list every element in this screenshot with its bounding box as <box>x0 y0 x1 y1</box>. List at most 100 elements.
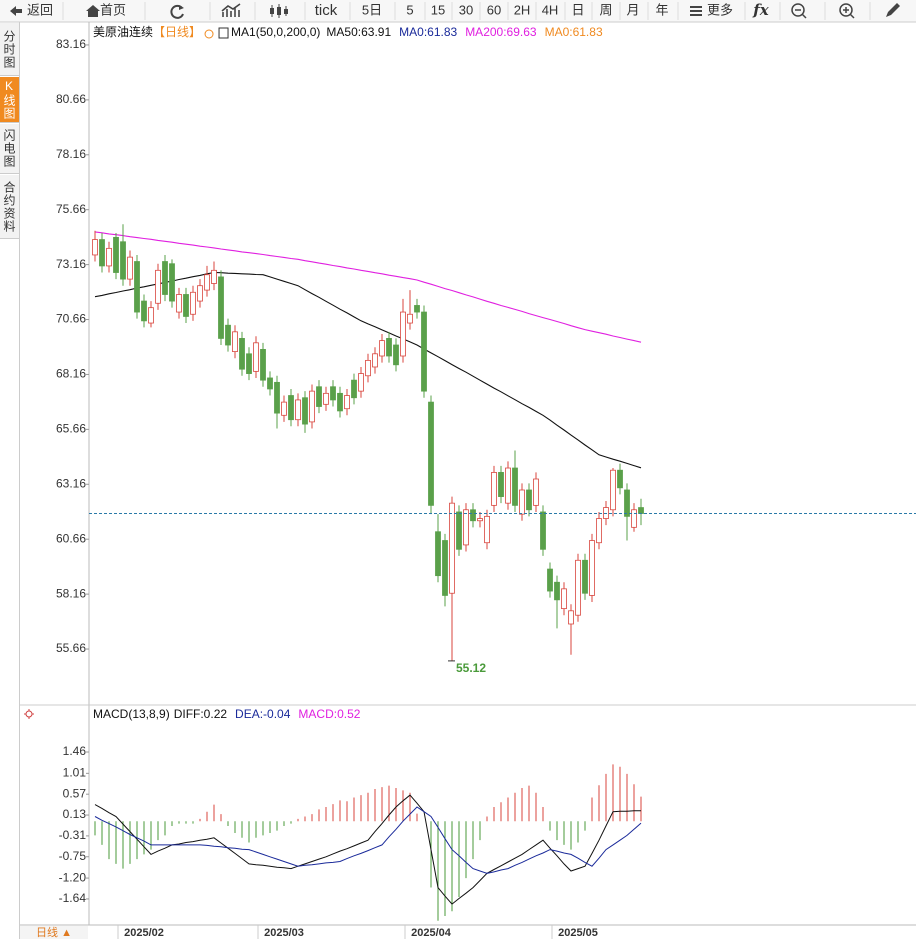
toolbar-button[interactable]: 4H <box>542 2 559 17</box>
legend-entry: MACD:0.52 <box>298 707 360 721</box>
candle-body <box>519 489 525 515</box>
macd-icon[interactable] <box>25 710 33 718</box>
toolbar-button[interactable]: 5 <box>406 2 413 17</box>
candle-body <box>386 338 392 357</box>
y-tick-label: 80.66 <box>56 92 86 106</box>
toolbar-button[interactable]: fx <box>752 1 769 19</box>
y-tick-label: 1.01 <box>63 766 87 780</box>
zoom-out-glyph[interactable] <box>795 9 807 19</box>
candle-body <box>232 331 238 352</box>
candle-body <box>337 392 343 412</box>
candle-body <box>393 344 399 366</box>
candle-body <box>106 247 112 267</box>
candle-body <box>589 540 595 596</box>
x-tick-label: 2025/02 <box>124 927 164 939</box>
candle-body <box>281 401 287 416</box>
toolbar-button[interactable]: 更多 <box>707 2 733 17</box>
menu-icon[interactable] <box>690 6 702 16</box>
refresh-arrow[interactable] <box>179 5 184 10</box>
period-tab[interactable]: 日线 ▲ <box>36 925 72 939</box>
candle-body <box>372 353 378 368</box>
toolbar-button[interactable]: 首页 <box>100 2 126 17</box>
legend-entry: DIFF:0.22 <box>174 707 228 721</box>
toolbar-button[interactable]: 5日 <box>362 2 382 17</box>
candle-body <box>295 399 301 421</box>
toolbar-button[interactable]: 日 <box>571 2 584 17</box>
y-tick-label: -0.75 <box>59 849 87 863</box>
candle-body <box>211 269 217 284</box>
candle-body <box>428 401 434 506</box>
candle-body <box>155 269 161 304</box>
x-tick-label: 2025/04 <box>411 927 452 939</box>
toolbar-button[interactable]: 返回 <box>27 2 53 17</box>
y-tick-label: 63.16 <box>56 476 86 490</box>
home-icon[interactable] <box>86 5 100 17</box>
candle-body <box>113 236 119 273</box>
candle-body <box>302 397 308 425</box>
y-tick-label: 1.46 <box>63 744 87 758</box>
candle-body <box>323 392 329 405</box>
low-label: 55.12 <box>456 661 486 675</box>
x-tick-label: 2025/05 <box>558 927 598 939</box>
candle-body <box>526 489 532 511</box>
y-tick-label: 0.13 <box>63 807 87 821</box>
candle-body <box>631 509 637 528</box>
zoom-in-icon[interactable] <box>839 3 853 17</box>
toolbar <box>0 0 916 22</box>
candle-body <box>309 390 315 423</box>
candle-body <box>407 313 413 324</box>
toolbar-button[interactable]: 2H <box>514 2 531 17</box>
candle-body <box>99 239 105 267</box>
period-tab-bg[interactable] <box>20 926 88 939</box>
toolbar-button[interactable]: 60 <box>487 2 501 17</box>
candle-body <box>197 285 203 302</box>
candle-body <box>421 311 427 392</box>
candle-body <box>512 467 518 506</box>
candle-body <box>344 395 350 410</box>
toolbar-button[interactable]: 月 <box>626 2 639 17</box>
macd-icon-rays <box>24 709 34 719</box>
legend-entry: DEA:-0.04 <box>235 707 291 721</box>
x-tick-label: 2025/03 <box>264 927 304 939</box>
toolbar-button[interactable]: 年 <box>655 2 668 17</box>
candle-body <box>162 261 168 295</box>
y-tick-label: -0.31 <box>59 828 87 842</box>
macd-title: MACD(13,8,9) <box>93 707 170 721</box>
side-tab[interactable]: 闪电图 <box>0 124 19 174</box>
candle-body <box>148 307 154 324</box>
toolbar-button[interactable]: 15 <box>431 2 445 17</box>
side-tab[interactable]: 合约资料 <box>0 175 19 239</box>
candle-body <box>400 311 406 357</box>
back-icon[interactable] <box>10 6 22 16</box>
macd-line <box>94 794 641 905</box>
side-tab[interactable]: 分时图 <box>0 23 19 76</box>
side-tab[interactable]: K线图 <box>0 77 19 123</box>
pen-icon[interactable] <box>886 3 900 17</box>
candle-body <box>505 467 511 504</box>
y-tick-label: 65.66 <box>56 422 86 436</box>
toolbar-separators <box>62 2 871 20</box>
refresh-icon[interactable] <box>170 4 184 19</box>
indicator-label: MA1(50,0,200,0) <box>231 25 320 39</box>
candle-body <box>470 509 476 522</box>
candle-body <box>638 507 644 514</box>
candle-body <box>379 340 385 357</box>
candle-body <box>456 511 462 550</box>
candle-body <box>582 559 588 594</box>
y-tick-label: 60.66 <box>56 531 86 545</box>
candle-body <box>274 381 280 414</box>
toolbar-button[interactable]: 30 <box>459 2 473 17</box>
chart-icon[interactable] <box>221 3 241 17</box>
toolbar-button[interactable]: tick <box>315 2 338 19</box>
candle-body <box>533 478 539 506</box>
candle-body <box>568 610 574 625</box>
toolbar-button[interactable]: 周 <box>599 2 612 17</box>
candle-body <box>610 469 616 511</box>
macd-line <box>94 806 642 874</box>
zoom-out-icon[interactable] <box>791 3 805 17</box>
candle-icon-bodies[interactable] <box>270 7 288 15</box>
chart-title: 美原油连续 <box>93 24 153 39</box>
y-tick-label: 75.66 <box>56 202 86 216</box>
zoom-in-glyph[interactable] <box>843 7 855 19</box>
